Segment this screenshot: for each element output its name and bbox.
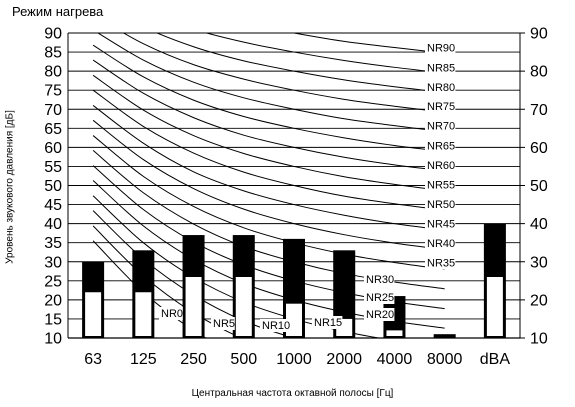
nr-label: NR70	[427, 121, 455, 133]
nr-label-bg	[425, 41, 456, 55]
nr-label-bg	[425, 80, 456, 94]
nr-label: NR75	[427, 101, 455, 113]
y-tick-label-right: 30	[530, 254, 548, 271]
y-tick-label: 60	[44, 140, 62, 157]
nr-label: NR50	[427, 199, 455, 211]
nr-curve	[92, 135, 445, 270]
nr-label: NR30	[366, 274, 394, 286]
nr-label: NR10	[262, 320, 290, 332]
nr-curve	[291, 33, 445, 54]
nr-curve	[92, 119, 445, 251]
bar-inner	[486, 277, 503, 336]
nr-label-bg	[425, 217, 456, 231]
nr-label: NR60	[427, 160, 455, 172]
y-tick-label: 55	[44, 159, 62, 176]
nr-label-bg	[364, 273, 395, 286]
x-tick-label: 500	[230, 351, 257, 368]
nr-label: NR80	[427, 82, 455, 94]
y-tick-label: 20	[44, 292, 62, 309]
y-tick-label: 50	[44, 178, 62, 195]
bar-inner	[386, 330, 403, 336]
nr-label-bg	[425, 119, 456, 133]
y-tick-label: 70	[44, 102, 62, 119]
bar-inner	[185, 277, 202, 336]
y-tick-label-right: 90	[530, 26, 548, 43]
y-tick-label: 25	[44, 273, 62, 290]
y-tick-label: 30	[44, 254, 62, 271]
bar-outer	[383, 296, 406, 338]
bar-inner	[235, 277, 252, 336]
y-tick-label-right: 60	[530, 140, 548, 157]
nr-curve	[97, 33, 445, 133]
x-tick-label: 125	[130, 351, 157, 368]
y-tick-label: 85	[44, 45, 62, 62]
x-tick-label: 1000	[276, 351, 312, 368]
nr-label-bg	[425, 61, 456, 75]
nr-label-bg	[159, 307, 183, 320]
nr-label: NR15	[314, 317, 342, 329]
bar-outer	[433, 334, 456, 338]
y-tick-label: 40	[44, 216, 62, 233]
nr-label: NR25	[366, 292, 394, 304]
nr-label: NR20	[366, 309, 394, 321]
nr-label: NR5	[213, 318, 235, 330]
nr-label: NR35	[427, 258, 455, 270]
x-tick-label: dBA	[480, 351, 511, 368]
nr-curve	[92, 74, 445, 192]
y-tick-label: 65	[44, 121, 62, 138]
nr-label-bg	[312, 316, 343, 329]
chart-title: Режим нагрева	[12, 4, 104, 19]
x-tick-label: 4000	[377, 351, 413, 368]
x-tick-label: 8000	[427, 351, 463, 368]
x-tick-label: 63	[84, 351, 102, 368]
nr-curve	[155, 33, 445, 93]
nr-label-bg	[425, 237, 456, 251]
nr-label: NR65	[427, 140, 455, 152]
nr-label: NR90	[427, 42, 455, 54]
x-tick-label: 250	[180, 351, 207, 368]
y-tick-label: 10	[44, 331, 62, 348]
y-tick-label: 75	[44, 83, 62, 100]
nr-label: NR85	[427, 62, 455, 74]
nr-label: NR55	[427, 179, 455, 191]
y-tick-label: 15	[44, 311, 62, 328]
nr-label-bg	[425, 197, 456, 211]
nr-label-bg	[425, 158, 456, 172]
nr-label-bg	[425, 139, 456, 153]
y-tick-label-right: 20	[530, 292, 548, 309]
y-tick-label-right: 50	[530, 178, 548, 195]
x-tick-label: 2000	[326, 351, 362, 368]
nr-label: NR45	[427, 219, 455, 231]
y-tick-label-right: 80	[530, 64, 548, 81]
nr-curve	[92, 105, 445, 231]
nr-label-bg	[364, 308, 395, 321]
nr-curves	[92, 33, 445, 338]
nr-curve	[92, 195, 382, 338]
bar-inner	[85, 292, 102, 336]
nr-curve	[92, 89, 445, 211]
nr-curve	[204, 33, 445, 74]
y-tick-label: 80	[44, 64, 62, 81]
nr-label-bg	[211, 317, 235, 330]
y-tick-label-right: 10	[530, 331, 548, 348]
nr-label-bg	[364, 291, 395, 304]
nr-label-bg	[425, 100, 456, 114]
nr-label-bg	[425, 256, 456, 270]
x-axis-label: Центральная частота октавной полосы [Гц]	[191, 388, 394, 399]
nr-label-bg	[260, 319, 291, 332]
y-tick-label-right: 40	[530, 216, 548, 233]
y-tick-label: 90	[44, 26, 62, 43]
nr-label: NR0	[161, 308, 183, 320]
bar-inner	[135, 292, 152, 336]
y-tick-label: 45	[44, 197, 62, 214]
nr-curve	[92, 59, 445, 172]
nr-curve	[122, 33, 445, 113]
nr-label-bg	[425, 178, 456, 192]
nr-curve	[92, 44, 445, 153]
y-tick-label-right: 70	[530, 102, 548, 119]
nr-label: NR40	[427, 238, 455, 250]
y-tick-label: 35	[44, 235, 62, 252]
